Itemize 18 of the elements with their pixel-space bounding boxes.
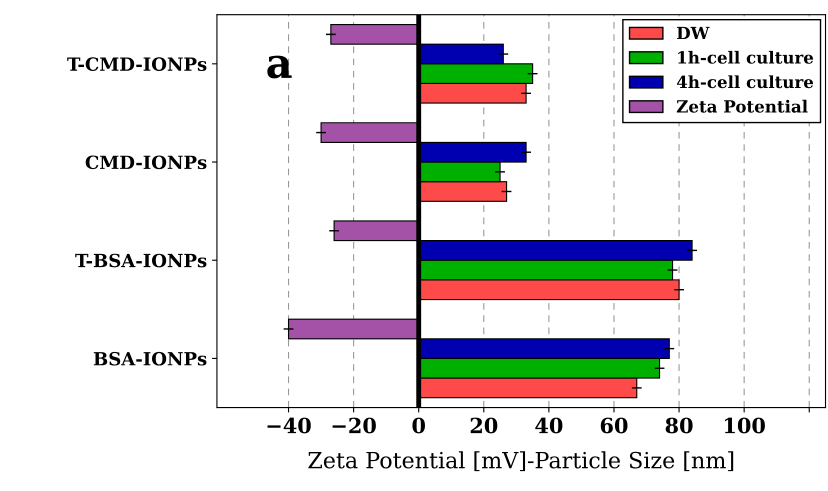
y-tick-label: CMD-IONPs [86, 155, 206, 170]
legend-label: Zeta Potential [676, 100, 808, 113]
x-tick-label: 20 [470, 418, 498, 434]
legend-label: 1h-cell culture [678, 50, 814, 64]
x-tick-label: 60 [600, 418, 628, 434]
x-tick-label: 80 [666, 418, 693, 434]
x-axis-title: Zeta Potential [mV]-Particle Size [nm] [308, 451, 734, 472]
x-tick-label: −20 [332, 418, 376, 434]
legend-label: DW [676, 26, 710, 40]
legend-label: 4h-cell culture [676, 75, 814, 88]
x-tick-label: 100 [724, 418, 765, 434]
x-tick-label: 40 [535, 418, 562, 434]
x-tick-label: −40 [268, 418, 311, 434]
y-tick-label: T-BSA-IONPs [75, 254, 206, 268]
y-tick-label: T-CMD-IONPs [67, 57, 206, 71]
x-tick-label: 0 [412, 418, 425, 434]
y-tick-label: BSA-IONPs [94, 352, 206, 366]
annotation: a [267, 56, 292, 78]
